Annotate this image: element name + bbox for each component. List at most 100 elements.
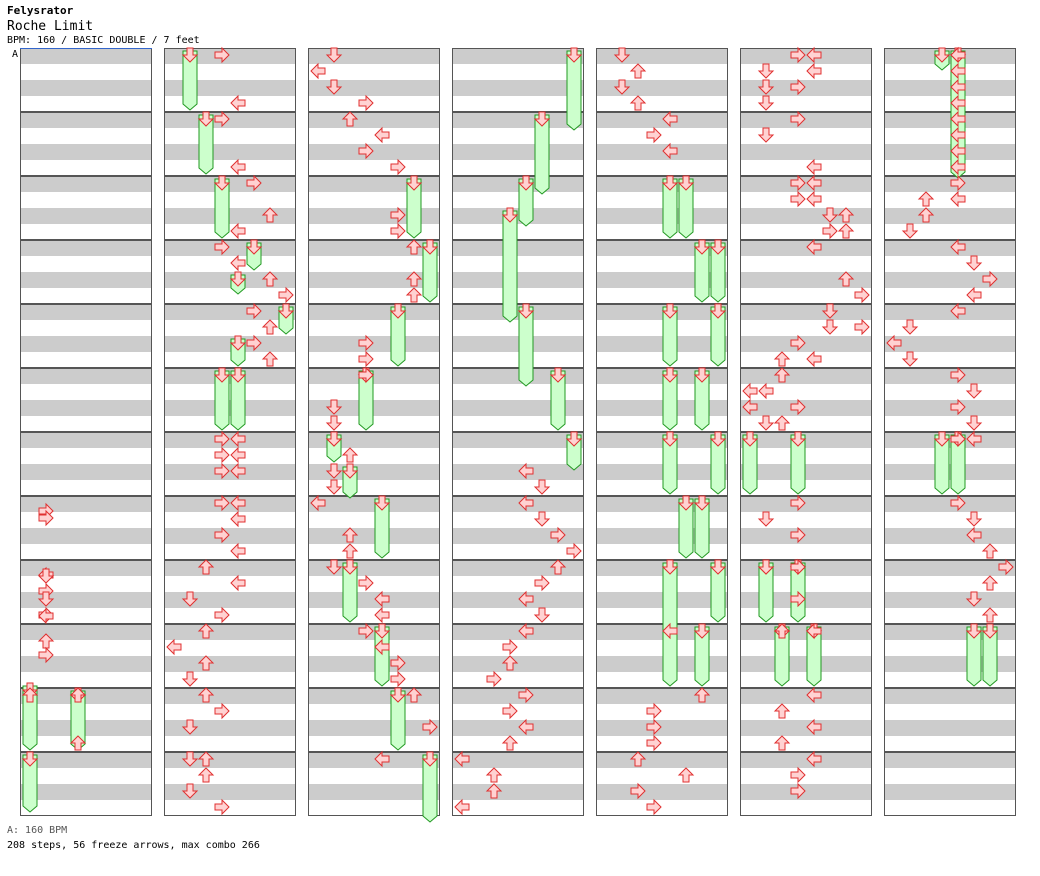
beat-band <box>884 384 1016 400</box>
step-arrow-up <box>501 735 519 751</box>
freeze-head-arrow <box>661 303 679 319</box>
step-arrow-down <box>757 79 775 95</box>
beat-band <box>308 336 440 352</box>
beat-band <box>596 608 728 624</box>
freeze-arrow <box>806 626 822 687</box>
beat-band <box>452 192 584 208</box>
beat-band <box>308 560 440 576</box>
measure-border <box>20 624 152 688</box>
step-arrow-up <box>405 239 423 255</box>
beat-band <box>20 208 152 224</box>
measure-border <box>596 752 728 816</box>
beat-band <box>20 416 152 432</box>
measure-border <box>740 432 872 496</box>
step-arrow-left <box>950 46 966 64</box>
step-arrow-up <box>693 687 711 703</box>
freeze-arrow <box>982 626 998 687</box>
step-arrow-down <box>757 559 775 575</box>
beat-band <box>20 752 152 768</box>
step-arrow-down <box>325 479 343 495</box>
measure-border <box>452 48 584 112</box>
step-arrow-right <box>790 558 806 576</box>
beat-band <box>452 544 584 560</box>
beat-band <box>20 720 152 736</box>
beat-band <box>740 272 872 288</box>
beat-band <box>308 656 440 672</box>
step-arrow-down <box>965 415 983 431</box>
beat-band <box>308 128 440 144</box>
beat-band <box>884 288 1016 304</box>
freeze-head-arrow <box>661 431 679 447</box>
beat-band <box>20 192 152 208</box>
step-arrow-right <box>38 509 54 527</box>
measure-border <box>20 304 152 368</box>
beat-band <box>740 368 872 384</box>
beat-band <box>164 112 296 128</box>
beat-band <box>20 144 152 160</box>
beat-band <box>452 720 584 736</box>
measure-border <box>164 560 296 624</box>
beat-band <box>596 592 728 608</box>
step-arrow-down <box>613 47 631 63</box>
freeze-head-arrow <box>389 303 407 319</box>
beat-band <box>596 352 728 368</box>
step-arrow-left <box>230 222 246 240</box>
step-arrow-down <box>965 511 983 527</box>
beat-band <box>308 640 440 656</box>
beat-band <box>20 736 152 752</box>
step-arrow-up <box>917 191 935 207</box>
beat-band <box>164 576 296 592</box>
freeze-arrow <box>694 498 710 559</box>
beat-band <box>308 544 440 560</box>
beat-band <box>740 128 872 144</box>
beat-band <box>596 784 728 800</box>
beat-band <box>884 64 1016 80</box>
beat-band <box>164 336 296 352</box>
beat-band <box>164 544 296 560</box>
step-arrow-down <box>965 383 983 399</box>
beat-band <box>164 176 296 192</box>
freeze-head-arrow <box>389 687 407 703</box>
beat-band <box>740 208 872 224</box>
step-arrow-left <box>230 430 246 448</box>
measure-border <box>884 688 1016 752</box>
beat-band <box>164 272 296 288</box>
beat-band <box>740 288 872 304</box>
beat-band <box>20 592 152 608</box>
freeze-arrow <box>710 562 726 623</box>
step-arrow-right <box>950 494 966 512</box>
beat-band <box>740 464 872 480</box>
step-arrow-left <box>966 526 982 544</box>
beat-band <box>20 464 152 480</box>
step-arrow-up <box>69 735 87 751</box>
beat-band <box>308 144 440 160</box>
beat-band <box>740 688 872 704</box>
beat-band <box>596 144 728 160</box>
freeze-arrow <box>534 114 550 195</box>
step-arrow-down <box>181 751 199 767</box>
step-arrow-down <box>533 511 551 527</box>
step-arrow-left <box>454 798 470 816</box>
beat-band <box>740 112 872 128</box>
beat-band <box>884 464 1016 480</box>
beat-band <box>20 352 152 368</box>
measure-border <box>164 48 296 112</box>
beat-band <box>164 432 296 448</box>
beat-band <box>164 352 296 368</box>
step-arrow-down <box>965 255 983 271</box>
measure-border <box>740 368 872 432</box>
step-arrow-left <box>966 286 982 304</box>
beat-band <box>884 432 1016 448</box>
step-arrow-left <box>806 622 822 640</box>
freeze-head-arrow <box>229 271 247 287</box>
step-arrow-down <box>325 47 343 63</box>
step-arrow-left <box>662 622 678 640</box>
freeze-head-arrow <box>245 239 263 255</box>
beat-band <box>740 704 872 720</box>
measure-border <box>164 624 296 688</box>
freeze-arrow <box>694 370 710 431</box>
freeze-arrow <box>790 434 806 495</box>
beat-band <box>308 512 440 528</box>
beat-band <box>452 112 584 128</box>
